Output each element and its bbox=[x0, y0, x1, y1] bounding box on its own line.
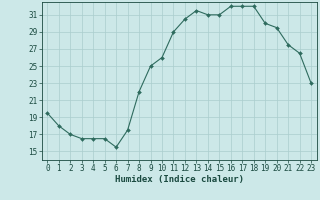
X-axis label: Humidex (Indice chaleur): Humidex (Indice chaleur) bbox=[115, 175, 244, 184]
